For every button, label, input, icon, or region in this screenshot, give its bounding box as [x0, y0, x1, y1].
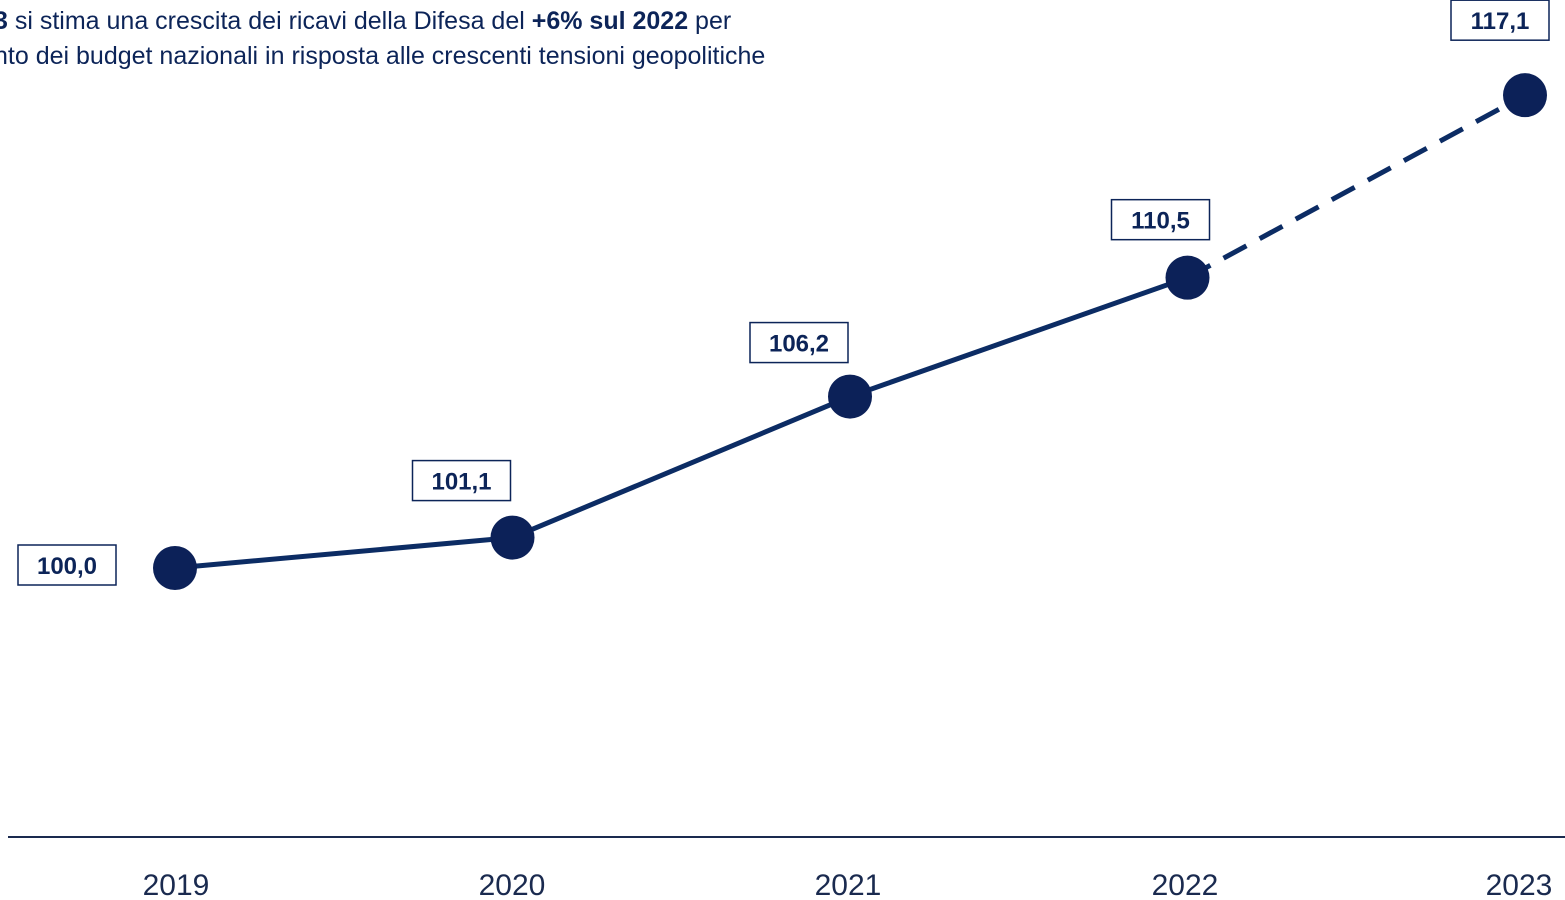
series-segment: [511, 394, 851, 540]
data-point-marker: [153, 546, 197, 590]
data-label: 106,2: [769, 331, 829, 358]
data-label-box: [17, 544, 117, 586]
x-tick-label: 2020: [479, 869, 546, 900]
series-segment: [174, 535, 513, 571]
data-label: 100,0: [37, 553, 97, 580]
data-label: 117,1: [1471, 8, 1530, 35]
data-point-marker: [1165, 255, 1210, 300]
data-point-marker: [1503, 73, 1547, 118]
series-segment: [849, 275, 1189, 399]
x-tick-label: 2022: [1152, 869, 1219, 900]
data-label: 101,1: [431, 469, 491, 496]
headline-line2: nto dei budget nazionali in risposta all…: [0, 42, 766, 70]
data-point-marker: [828, 374, 872, 419]
data-label-box: [411, 459, 512, 502]
data-point-marker: [490, 515, 535, 560]
series-segment-estimate: [1186, 92, 1527, 280]
headline: 3 si stima una crescita dei ricavi della…: [0, 4, 765, 74]
x-tick-label: 2023: [1486, 869, 1553, 900]
data-label-box: [749, 321, 849, 364]
data-label-box: [1450, 0, 1550, 41]
x-tick-label: 2019: [143, 869, 210, 900]
data-label-box: [1110, 198, 1211, 241]
x-tick-label: 2021: [815, 869, 882, 900]
headline-line1: 3 si stima una crescita dei ricavi della…: [0, 7, 732, 35]
data-label: 110,5: [1131, 208, 1190, 235]
